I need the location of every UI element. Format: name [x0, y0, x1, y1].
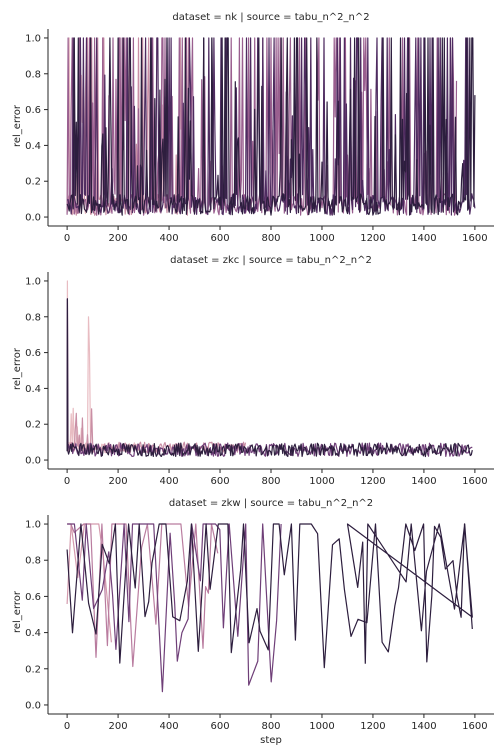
panel-zkc-title: dataset = zkc | source = tabu_n^2_n^2 — [170, 255, 372, 266]
panel-zkw-ticks: 0 200 400 600 800 1000 1200 1400 1600 0.0 0.2 0.4 0.… — [25, 520, 488, 732]
y-tick-label: 1.0 — [25, 276, 41, 287]
y-tick-label: 0.2 — [25, 177, 41, 188]
x-tick-label: 0 — [64, 233, 70, 244]
x-tick-label: 200 — [109, 721, 128, 732]
panel-zkw-series — [66, 523, 473, 693]
y-tick-label: 0.8 — [25, 556, 41, 567]
x-tick-label: 200 — [109, 233, 128, 244]
x-tick-label: 1000 — [309, 233, 334, 244]
x-tick-label: 1400 — [411, 721, 436, 732]
x-tick-label: 1400 — [411, 233, 436, 244]
y-tick-label: 0.4 — [25, 628, 41, 639]
x-tick-label: 600 — [210, 233, 229, 244]
series-line-1 — [67, 523, 219, 668]
x-tick-label: 200 — [109, 476, 128, 487]
x-tick-label: 800 — [261, 233, 280, 244]
panel-zkw: dataset = zkw | source = tabu_n^2_n^2 re… — [12, 498, 494, 746]
panel-zkw-xlabel: step — [260, 735, 282, 746]
x-tick-label: 1600 — [462, 476, 487, 487]
panel-nk-ylabel: rel_error — [12, 104, 23, 147]
panel-nk-title: dataset = nk | source = tabu_n^2_n^2 — [172, 12, 369, 23]
y-tick-label: 0.0 — [25, 456, 41, 467]
x-tick-label: 1400 — [411, 476, 436, 487]
y-tick-label: 0.2 — [25, 664, 41, 675]
x-tick-label: 400 — [160, 233, 179, 244]
x-tick-label: 1600 — [462, 721, 487, 732]
series-line-3 — [66, 523, 473, 669]
x-tick-label: 1000 — [309, 476, 334, 487]
x-tick-label: 1000 — [309, 721, 334, 732]
y-tick-label: 1.0 — [25, 33, 41, 44]
x-tick-label: 0 — [64, 721, 70, 732]
x-tick-label: 400 — [160, 476, 179, 487]
x-tick-label: 1200 — [360, 721, 385, 732]
series-line-3 — [66, 298, 473, 458]
y-tick-label: 0.6 — [25, 348, 41, 359]
y-tick-label: 0.8 — [25, 69, 41, 80]
y-tick-label: 0.6 — [25, 105, 41, 116]
x-tick-label: 800 — [261, 476, 280, 487]
y-tick-label: 0.0 — [25, 213, 41, 224]
x-tick-label: 400 — [160, 721, 179, 732]
y-tick-label: 0.2 — [25, 420, 41, 431]
y-tick-label: 1.0 — [25, 520, 41, 531]
y-tick-label: 0.4 — [25, 384, 41, 395]
panel-zkw-title: dataset = zkw | source = tabu_n^2_n^2 — [169, 498, 373, 509]
panel-zkw-ylabel: rel_error — [12, 590, 23, 633]
series-line-0 — [66, 280, 145, 454]
y-tick-label: 0.8 — [25, 312, 41, 323]
panel-nk-series — [66, 37, 476, 216]
x-tick-label: 600 — [210, 721, 229, 732]
x-tick-label: 1200 — [360, 476, 385, 487]
panel-nk: dataset = nk | source = tabu_n^2_n^2 rel… — [12, 12, 494, 244]
y-tick-label: 0.4 — [25, 141, 41, 152]
x-tick-label: 1600 — [462, 233, 487, 244]
series-line-4 — [66, 37, 476, 216]
y-tick-label: 0.6 — [25, 592, 41, 603]
panel-zkc-ticks: 0 200 400 600 800 1000 1200 1400 1600 0.0 0.2 0.4 0.… — [25, 276, 488, 487]
x-tick-label: 1200 — [360, 233, 385, 244]
x-tick-label: 800 — [261, 721, 280, 732]
y-tick-label: 0.0 — [25, 700, 41, 711]
series-line-2 — [66, 298, 473, 457]
series-line-2 — [67, 523, 282, 693]
panel-zkc-series — [66, 280, 473, 458]
panel-nk-ticks: 0 200 400 600 800 1000 1200 1400 1600 0.0 0.2 0.4 0.… — [25, 33, 488, 244]
panel-zkc: dataset = zkc | source = tabu_n^2_n^2 re… — [12, 255, 494, 487]
panel-zkc-ylabel: rel_error — [12, 347, 23, 390]
x-tick-label: 0 — [64, 476, 70, 487]
x-tick-label: 600 — [210, 476, 229, 487]
